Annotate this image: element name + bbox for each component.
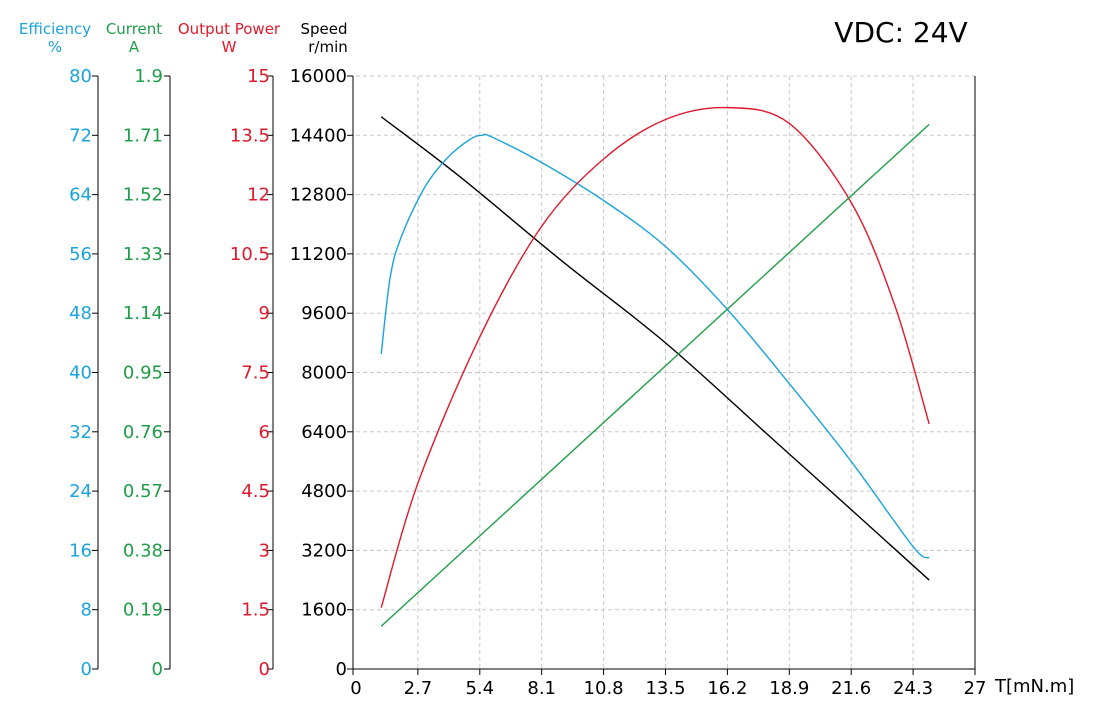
y-axis-unit-power: W	[222, 38, 237, 56]
y-tick-label-current: 0.38	[123, 540, 163, 561]
y-tick-label-efficiency: 0	[81, 659, 92, 680]
y-tick-label-power: 9	[259, 303, 270, 324]
y-tick-label-speed: 4800	[301, 481, 347, 502]
y-axis-title-current: Current	[106, 20, 162, 38]
y-axis-current: 0 0.19 0.38 0.57 0.76 0.95 1.14 1.33 1.52 1.71 1.9…	[106, 20, 171, 680]
y-axis-speed: 0 1600 3200 4800 6400 8000 9600 11200 12800 14400…	[290, 20, 354, 680]
x-tick-label: 8.1	[527, 678, 556, 699]
y-tick-label-power: 4.5	[241, 481, 270, 502]
x-tick-label: 5.4	[465, 678, 494, 699]
y-tick-label-efficiency: 64	[69, 185, 92, 206]
y-tick-label-current: 0.57	[123, 481, 163, 502]
y-tick-label-speed: 11200	[290, 244, 347, 265]
x-tick-label: 18.9	[769, 678, 809, 699]
x-tick-label: 16.2	[707, 678, 747, 699]
y-tick-label-current: 1.14	[123, 303, 163, 324]
series-line-current	[380, 123, 930, 627]
y-tick-label-current: 1.71	[123, 125, 163, 146]
y-tick-label-efficiency: 80	[69, 66, 92, 87]
y-axis-efficiency: 0 8 16 24 32 40 48 56 64 72 80 Efficiency%	[19, 20, 99, 680]
y-tick-label-current: 0.76	[123, 422, 163, 443]
y-tick-label-current: 0.19	[123, 600, 163, 621]
y-axis-unit-efficiency: %	[48, 38, 62, 56]
y-axis-unit-speed: r/min	[308, 38, 348, 56]
y-tick-label-power: 10.5	[230, 244, 270, 265]
x-tick-label: 10.8	[584, 678, 624, 699]
y-tick-label-current: 1.33	[123, 244, 163, 265]
y-tick-label-power: 15	[247, 66, 270, 87]
y-tick-label-power: 1.5	[241, 600, 270, 621]
y-tick-label-power: 13.5	[230, 125, 270, 146]
y-tick-label-current: 1.9	[134, 66, 163, 87]
series-layer	[380, 106, 930, 627]
y-tick-label-speed: 0	[336, 659, 347, 680]
y-tick-label-speed: 16000	[290, 66, 347, 87]
y-tick-label-efficiency: 48	[69, 303, 92, 324]
y-tick-label-speed: 14400	[290, 125, 347, 146]
y-tick-label-current: 1.52	[123, 185, 163, 206]
axes-layer: 0 8 16 24 32 40 48 56 64 72 80 Efficiency% 0 0.19 0.38…	[19, 20, 987, 699]
x-tick-label: 24.3	[893, 678, 933, 699]
y-tick-label-current: 0	[152, 659, 163, 680]
x-tick-label: 13.5	[645, 678, 685, 699]
x-tick-label: 27	[964, 678, 987, 699]
y-axis-title-speed: Speed	[300, 20, 347, 38]
y-tick-label-speed: 1600	[301, 600, 347, 621]
y-tick-label-efficiency: 56	[69, 244, 92, 265]
y-axis-title-power: Output Power	[178, 20, 281, 38]
y-tick-label-power: 12	[247, 185, 270, 206]
series-line-power	[380, 106, 930, 608]
y-tick-label-power: 0	[259, 659, 270, 680]
y-tick-label-power: 3	[259, 540, 270, 561]
y-tick-label-efficiency: 32	[69, 422, 92, 443]
y-tick-label-efficiency: 72	[69, 125, 92, 146]
grid-layer	[356, 75, 976, 669]
chart-title: VDC: 24V	[834, 16, 967, 49]
x-tick-label: 2.7	[404, 678, 433, 699]
y-tick-label-efficiency: 24	[69, 481, 92, 502]
x-axis-label: T[mN.m]	[994, 676, 1074, 697]
y-tick-label-power: 6	[259, 422, 270, 443]
y-tick-label-speed: 3200	[301, 540, 347, 561]
y-tick-label-speed: 6400	[301, 422, 347, 443]
y-axis-unit-current: A	[129, 38, 140, 56]
y-tick-label-efficiency: 8	[81, 600, 92, 621]
y-tick-label-efficiency: 16	[69, 540, 92, 561]
y-tick-label-power: 7.5	[241, 363, 270, 384]
series-line-speed	[380, 116, 930, 581]
y-tick-label-current: 0.95	[123, 363, 163, 384]
y-tick-label-speed: 8000	[301, 363, 347, 384]
x-tick-label: 21.6	[831, 678, 871, 699]
series-line-efficiency	[380, 133, 930, 559]
y-tick-label-efficiency: 40	[69, 363, 92, 384]
x-tick-label: 0	[350, 678, 361, 699]
y-axis-title-efficiency: Efficiency	[19, 20, 91, 38]
y-tick-label-speed: 9600	[301, 303, 347, 324]
y-tick-label-speed: 12800	[290, 185, 347, 206]
